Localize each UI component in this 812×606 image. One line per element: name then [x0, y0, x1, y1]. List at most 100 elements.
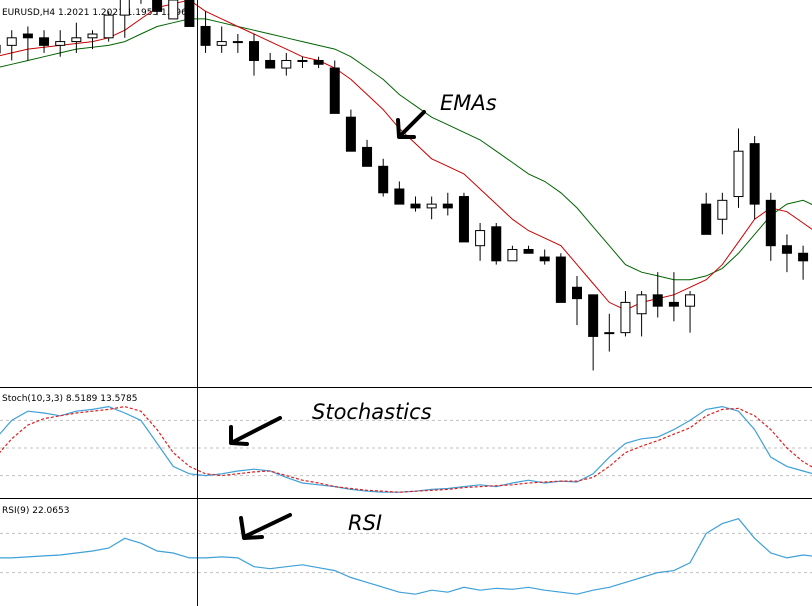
candle-body — [442, 203, 453, 209]
candle-body — [733, 150, 744, 198]
emas-arrow — [396, 110, 426, 139]
candle-body — [798, 252, 809, 262]
candle-body — [55, 41, 66, 46]
candle — [168, 0, 179, 20]
candle — [6, 30, 17, 61]
candle-body — [604, 332, 615, 335]
candle-body — [249, 41, 259, 61]
candle — [119, 0, 130, 38]
candle — [717, 192, 728, 235]
candle — [249, 34, 259, 76]
candle — [620, 291, 631, 337]
price-panel[interactable]: EURUSD,H4 1.2021 1.2021 1.1955 1.1965 EM… — [0, 0, 812, 371]
stochastics-annotation: Stochastics — [312, 400, 432, 424]
candle-body — [184, 0, 195, 27]
candle — [781, 234, 792, 273]
candle-body — [685, 294, 696, 307]
candle-body — [152, 0, 163, 12]
candle — [103, 11, 114, 42]
candle — [378, 158, 389, 197]
candle-body — [232, 41, 243, 44]
candle-body — [329, 67, 340, 114]
candle — [798, 245, 809, 280]
candle-body — [22, 33, 33, 39]
candle-body — [475, 230, 486, 247]
candle — [733, 128, 744, 208]
candle-body — [87, 33, 98, 39]
candle — [555, 253, 566, 303]
candle — [152, 0, 163, 16]
candle-body — [701, 203, 712, 235]
candle — [442, 192, 453, 216]
candle-body — [103, 14, 114, 39]
candle-body — [410, 203, 421, 209]
candle — [588, 294, 599, 371]
candle-body — [345, 116, 356, 152]
candle — [55, 30, 66, 57]
candle — [604, 313, 615, 352]
candle — [701, 192, 712, 235]
candle — [507, 245, 518, 262]
candle-body — [781, 245, 792, 254]
candle — [362, 139, 373, 167]
ema-fast-line — [0, 0, 812, 311]
candle-body — [394, 188, 405, 205]
candle — [426, 196, 437, 220]
candle — [668, 272, 679, 322]
price-panel-title: EURUSD,H4 1.2021 1.2021 1.1955 1.1965 — [2, 8, 193, 18]
rsi-title: RSI(9) 22.0653 — [2, 506, 69, 516]
candle — [636, 291, 647, 337]
candle-body — [572, 286, 582, 300]
stochastics-arrow — [229, 416, 282, 446]
candle — [200, 11, 211, 53]
ema-slow-line — [0, 18, 812, 281]
candle-body — [168, 0, 179, 20]
candle — [297, 56, 308, 69]
stochastic-panel[interactable]: Stoch(10,3,3) 8.5189 13.5785 Stochastics — [0, 394, 812, 493]
candle — [394, 181, 405, 205]
candle — [539, 249, 550, 265]
candle-body — [119, 0, 130, 16]
candle-body — [636, 294, 647, 315]
candle-body — [668, 301, 679, 307]
candle-body — [620, 301, 631, 334]
candle — [71, 22, 82, 53]
candle — [749, 136, 760, 220]
candle — [232, 34, 243, 53]
candle-body — [378, 165, 389, 194]
candle — [39, 30, 50, 53]
candle — [265, 52, 276, 69]
candle — [572, 275, 582, 326]
candle — [87, 30, 98, 50]
candle-body — [765, 199, 776, 247]
candle — [765, 192, 776, 261]
candle-body — [588, 294, 599, 337]
candle-body — [555, 256, 566, 303]
candle — [458, 192, 469, 243]
stochastic-line-solid — [0, 405, 812, 493]
candle-body — [507, 248, 518, 262]
candle — [22, 26, 33, 61]
candle — [281, 52, 292, 76]
candle-body — [71, 37, 82, 43]
candle-body — [313, 59, 324, 65]
candle — [184, 0, 195, 27]
candle-body — [216, 41, 227, 46]
candle-body — [458, 196, 469, 243]
candle-body — [281, 59, 292, 69]
candle-body — [265, 59, 276, 69]
candle — [216, 26, 227, 53]
candle-body — [362, 146, 373, 167]
candle-body — [717, 199, 728, 220]
rsi-annotation: RSI — [348, 511, 382, 535]
rsi-panel[interactable]: RSI(9) 22.0653 RSI — [0, 506, 812, 595]
candle-body — [491, 226, 502, 262]
emas-annotation: EMAs — [440, 91, 497, 115]
candle — [523, 245, 534, 254]
candle — [313, 56, 324, 69]
stochastic-line-dashed — [0, 405, 812, 493]
candle-body — [652, 294, 663, 307]
candle — [345, 109, 356, 152]
candle — [652, 272, 663, 318]
